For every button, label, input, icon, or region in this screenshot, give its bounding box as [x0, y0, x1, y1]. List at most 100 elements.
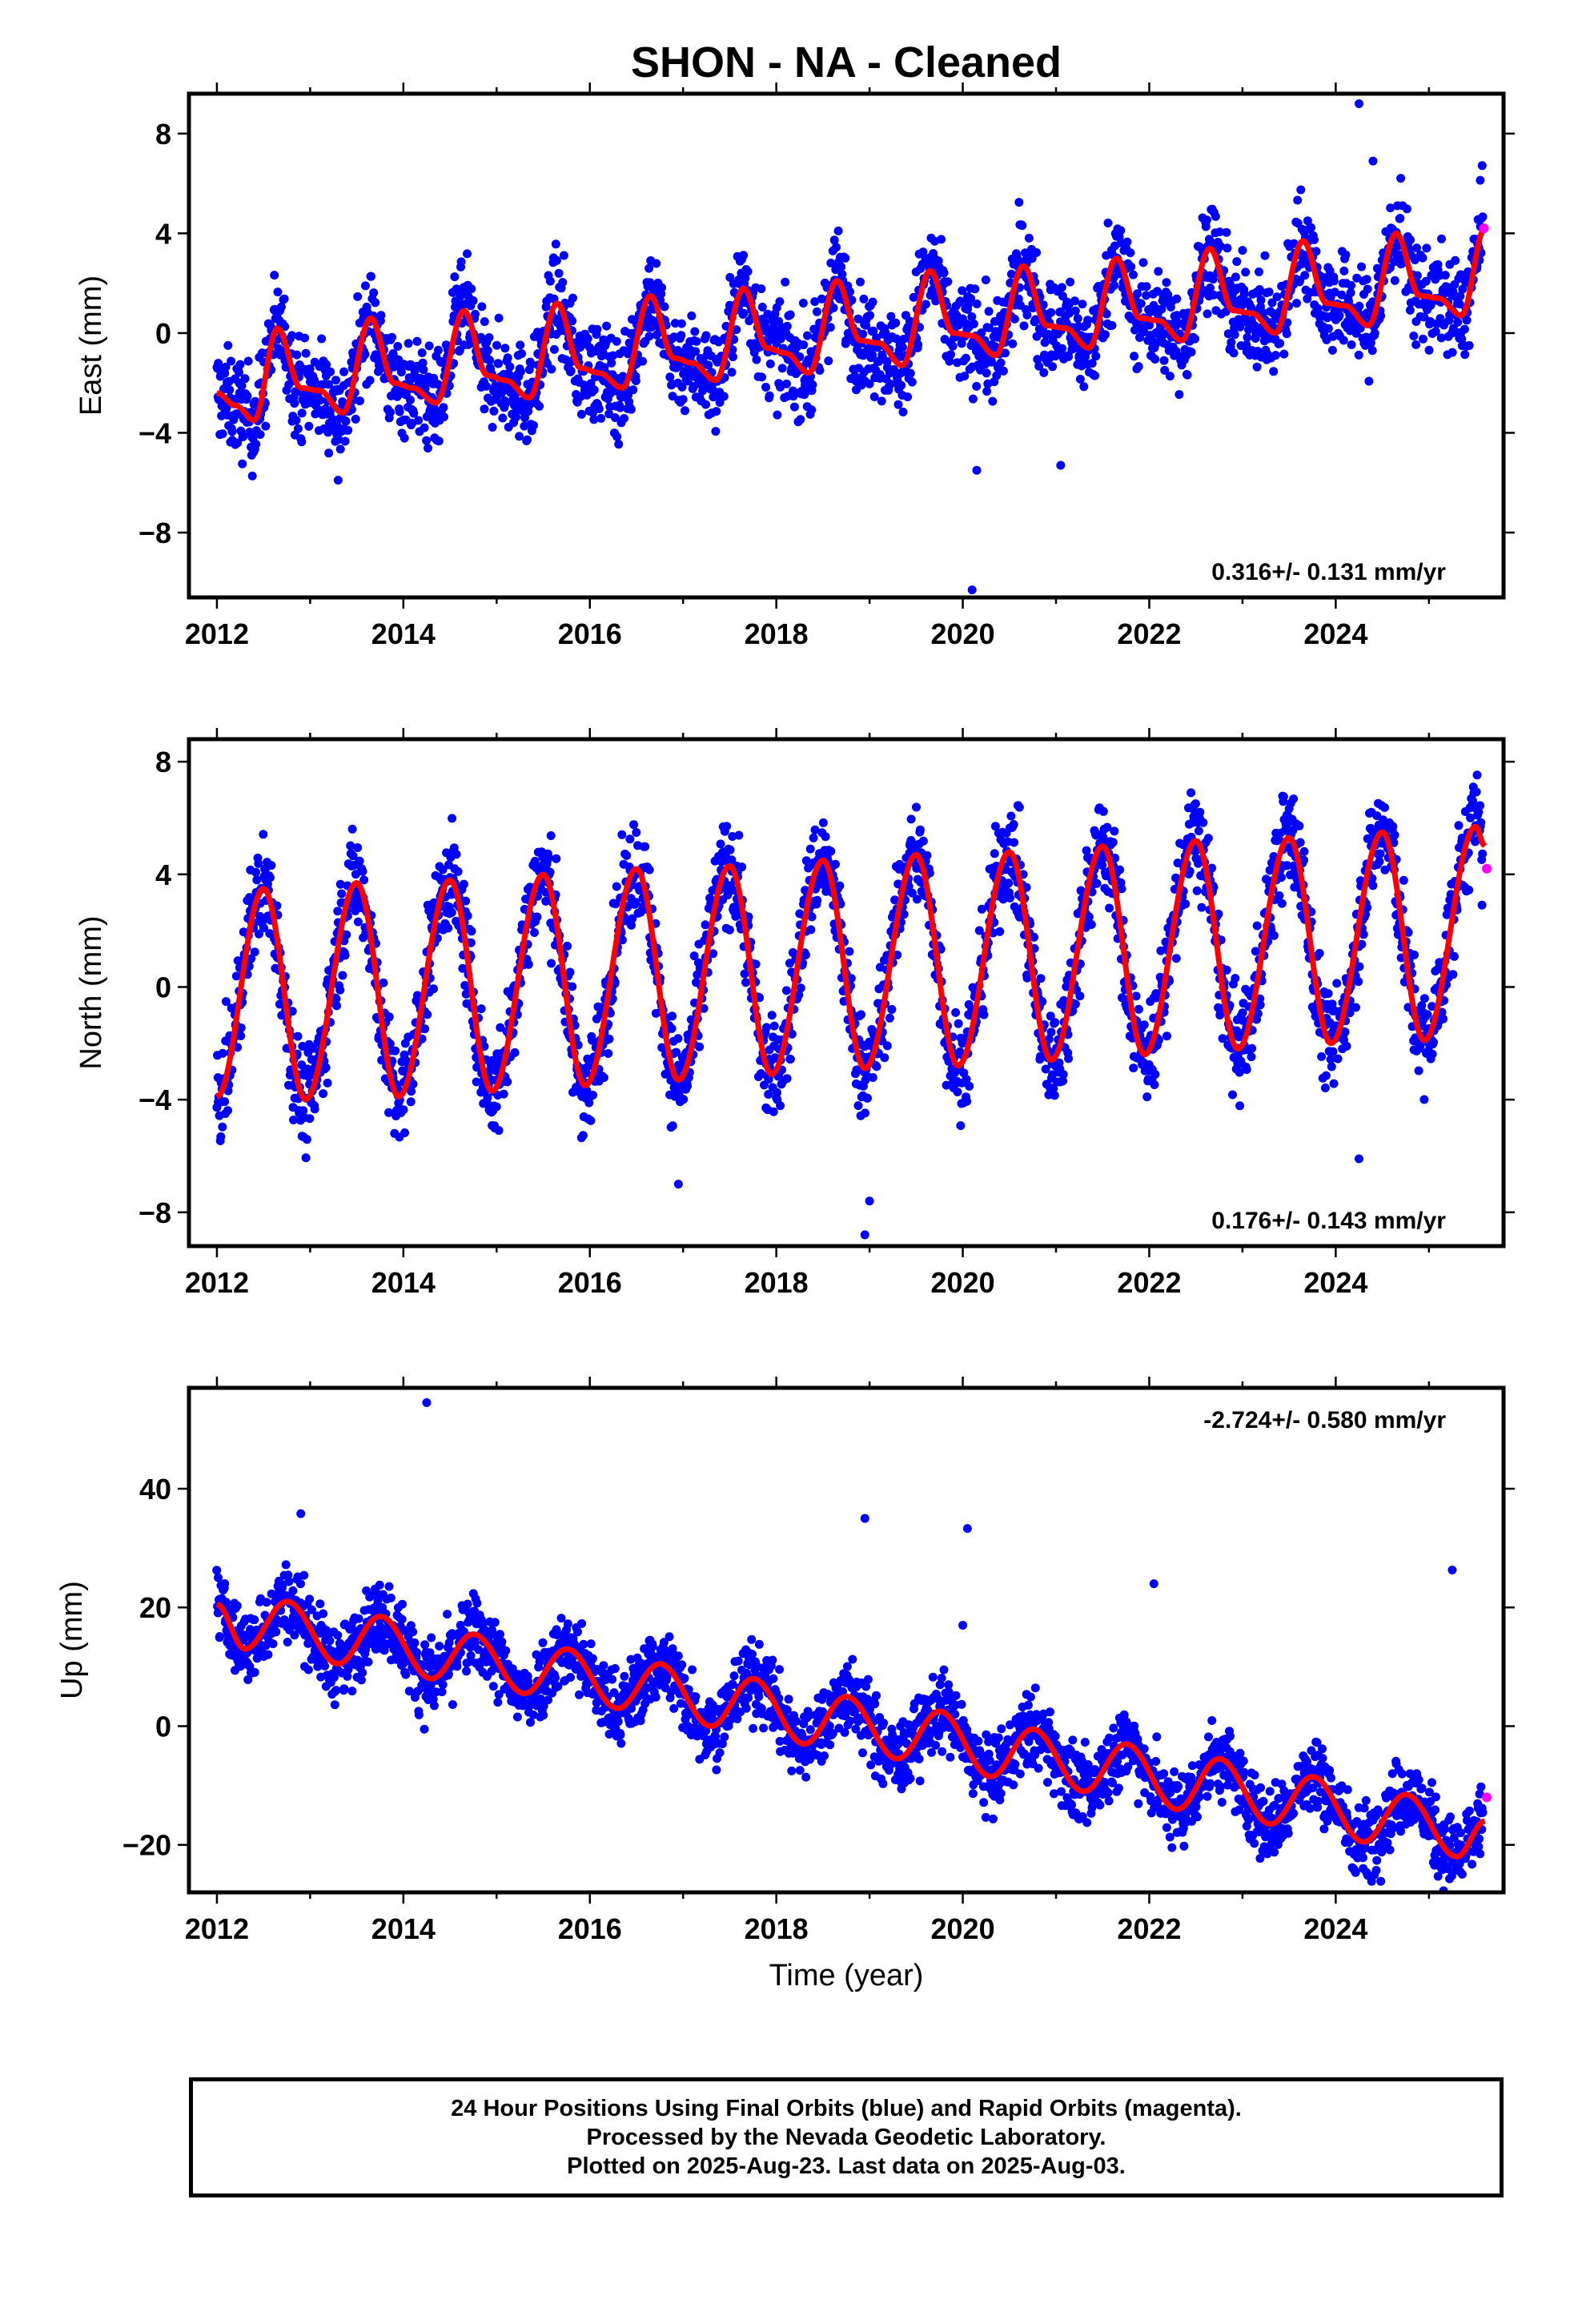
data-point	[1332, 979, 1342, 988]
data-point	[1084, 912, 1094, 922]
data-point	[300, 333, 310, 343]
east-model-line	[216, 226, 1487, 424]
data-point	[1138, 258, 1148, 267]
east-final-orbit-points	[212, 99, 1488, 595]
data-point	[471, 309, 480, 319]
data-point	[677, 331, 686, 340]
data-point	[1129, 1063, 1138, 1073]
data-point	[332, 1001, 341, 1011]
data-point	[673, 1034, 683, 1043]
data-point	[988, 396, 998, 406]
data-point	[781, 277, 790, 287]
data-point	[220, 1097, 230, 1107]
data-point	[1464, 341, 1474, 350]
data-point	[1412, 243, 1421, 253]
data-point	[734, 830, 744, 840]
data-point	[1339, 266, 1349, 275]
y-tick-label: 0	[155, 317, 171, 350]
data-point	[594, 404, 604, 413]
data-point	[404, 339, 413, 348]
data-point	[954, 1019, 963, 1028]
data-point	[488, 423, 497, 432]
data-point	[1315, 948, 1324, 958]
data-point	[1264, 287, 1274, 297]
data-point	[599, 1073, 608, 1083]
data-point	[668, 1121, 677, 1131]
data-point	[881, 328, 890, 337]
data-point	[1279, 792, 1288, 802]
data-point	[912, 802, 921, 812]
data-point	[657, 283, 666, 292]
data-point	[1478, 212, 1488, 222]
data-point	[709, 949, 718, 959]
data-point	[552, 854, 561, 863]
data-point	[520, 421, 529, 431]
data-point	[1073, 314, 1082, 324]
data-point	[1370, 328, 1379, 338]
data-point	[417, 1034, 427, 1043]
data-point	[1004, 879, 1014, 888]
data-point	[233, 438, 243, 448]
data-point	[1406, 235, 1415, 245]
data-point	[808, 380, 817, 390]
data-point	[1110, 280, 1119, 290]
data-point	[909, 292, 918, 302]
data-point	[238, 459, 247, 468]
data-point	[545, 867, 555, 877]
data-point	[1182, 370, 1192, 380]
data-point	[1277, 899, 1287, 908]
data-point	[689, 951, 699, 961]
data-point	[1142, 291, 1151, 300]
data-point	[1130, 352, 1139, 361]
data-point	[1117, 884, 1126, 894]
data-point	[1323, 324, 1333, 333]
data-point	[1242, 340, 1251, 350]
data-point	[845, 947, 854, 956]
data-point	[1295, 821, 1304, 830]
data-point	[481, 381, 491, 391]
data-point	[865, 379, 874, 388]
data-point	[863, 1093, 872, 1103]
data-point	[517, 349, 526, 359]
data-point	[340, 436, 350, 446]
data-point	[625, 834, 635, 844]
data-point	[880, 1053, 889, 1063]
data-point	[547, 364, 556, 374]
data-point	[757, 303, 767, 312]
data-point	[796, 983, 805, 993]
data-point	[722, 822, 732, 831]
data-point	[1041, 1064, 1050, 1074]
data-point	[785, 1055, 795, 1064]
data-point	[617, 830, 627, 839]
data-point	[1317, 1051, 1327, 1061]
data-point	[1136, 299, 1146, 308]
data-point	[1451, 255, 1460, 265]
data-point	[1419, 334, 1427, 344]
data-point	[299, 1106, 308, 1116]
data-point	[237, 381, 247, 391]
data-point	[485, 356, 495, 365]
data-point	[259, 830, 268, 839]
data-point	[905, 368, 915, 378]
data-point	[903, 392, 913, 402]
data-point	[1018, 221, 1027, 231]
data-point	[1142, 1092, 1152, 1102]
data-point	[1272, 292, 1282, 302]
data-point	[798, 299, 808, 308]
data-point	[335, 879, 345, 889]
data-point	[817, 294, 826, 304]
data-point	[293, 1031, 303, 1041]
data-point	[943, 277, 953, 287]
data-point	[598, 348, 608, 357]
data-point	[337, 889, 347, 899]
data-point	[321, 1063, 331, 1072]
data-point	[1357, 262, 1366, 271]
data-point	[990, 849, 999, 858]
data-point	[1307, 223, 1316, 232]
data-point	[408, 1080, 418, 1089]
data-point	[757, 372, 766, 382]
data-point	[1367, 346, 1377, 356]
data-point	[302, 1135, 311, 1144]
data-point	[439, 403, 448, 412]
data-point	[588, 1035, 596, 1045]
